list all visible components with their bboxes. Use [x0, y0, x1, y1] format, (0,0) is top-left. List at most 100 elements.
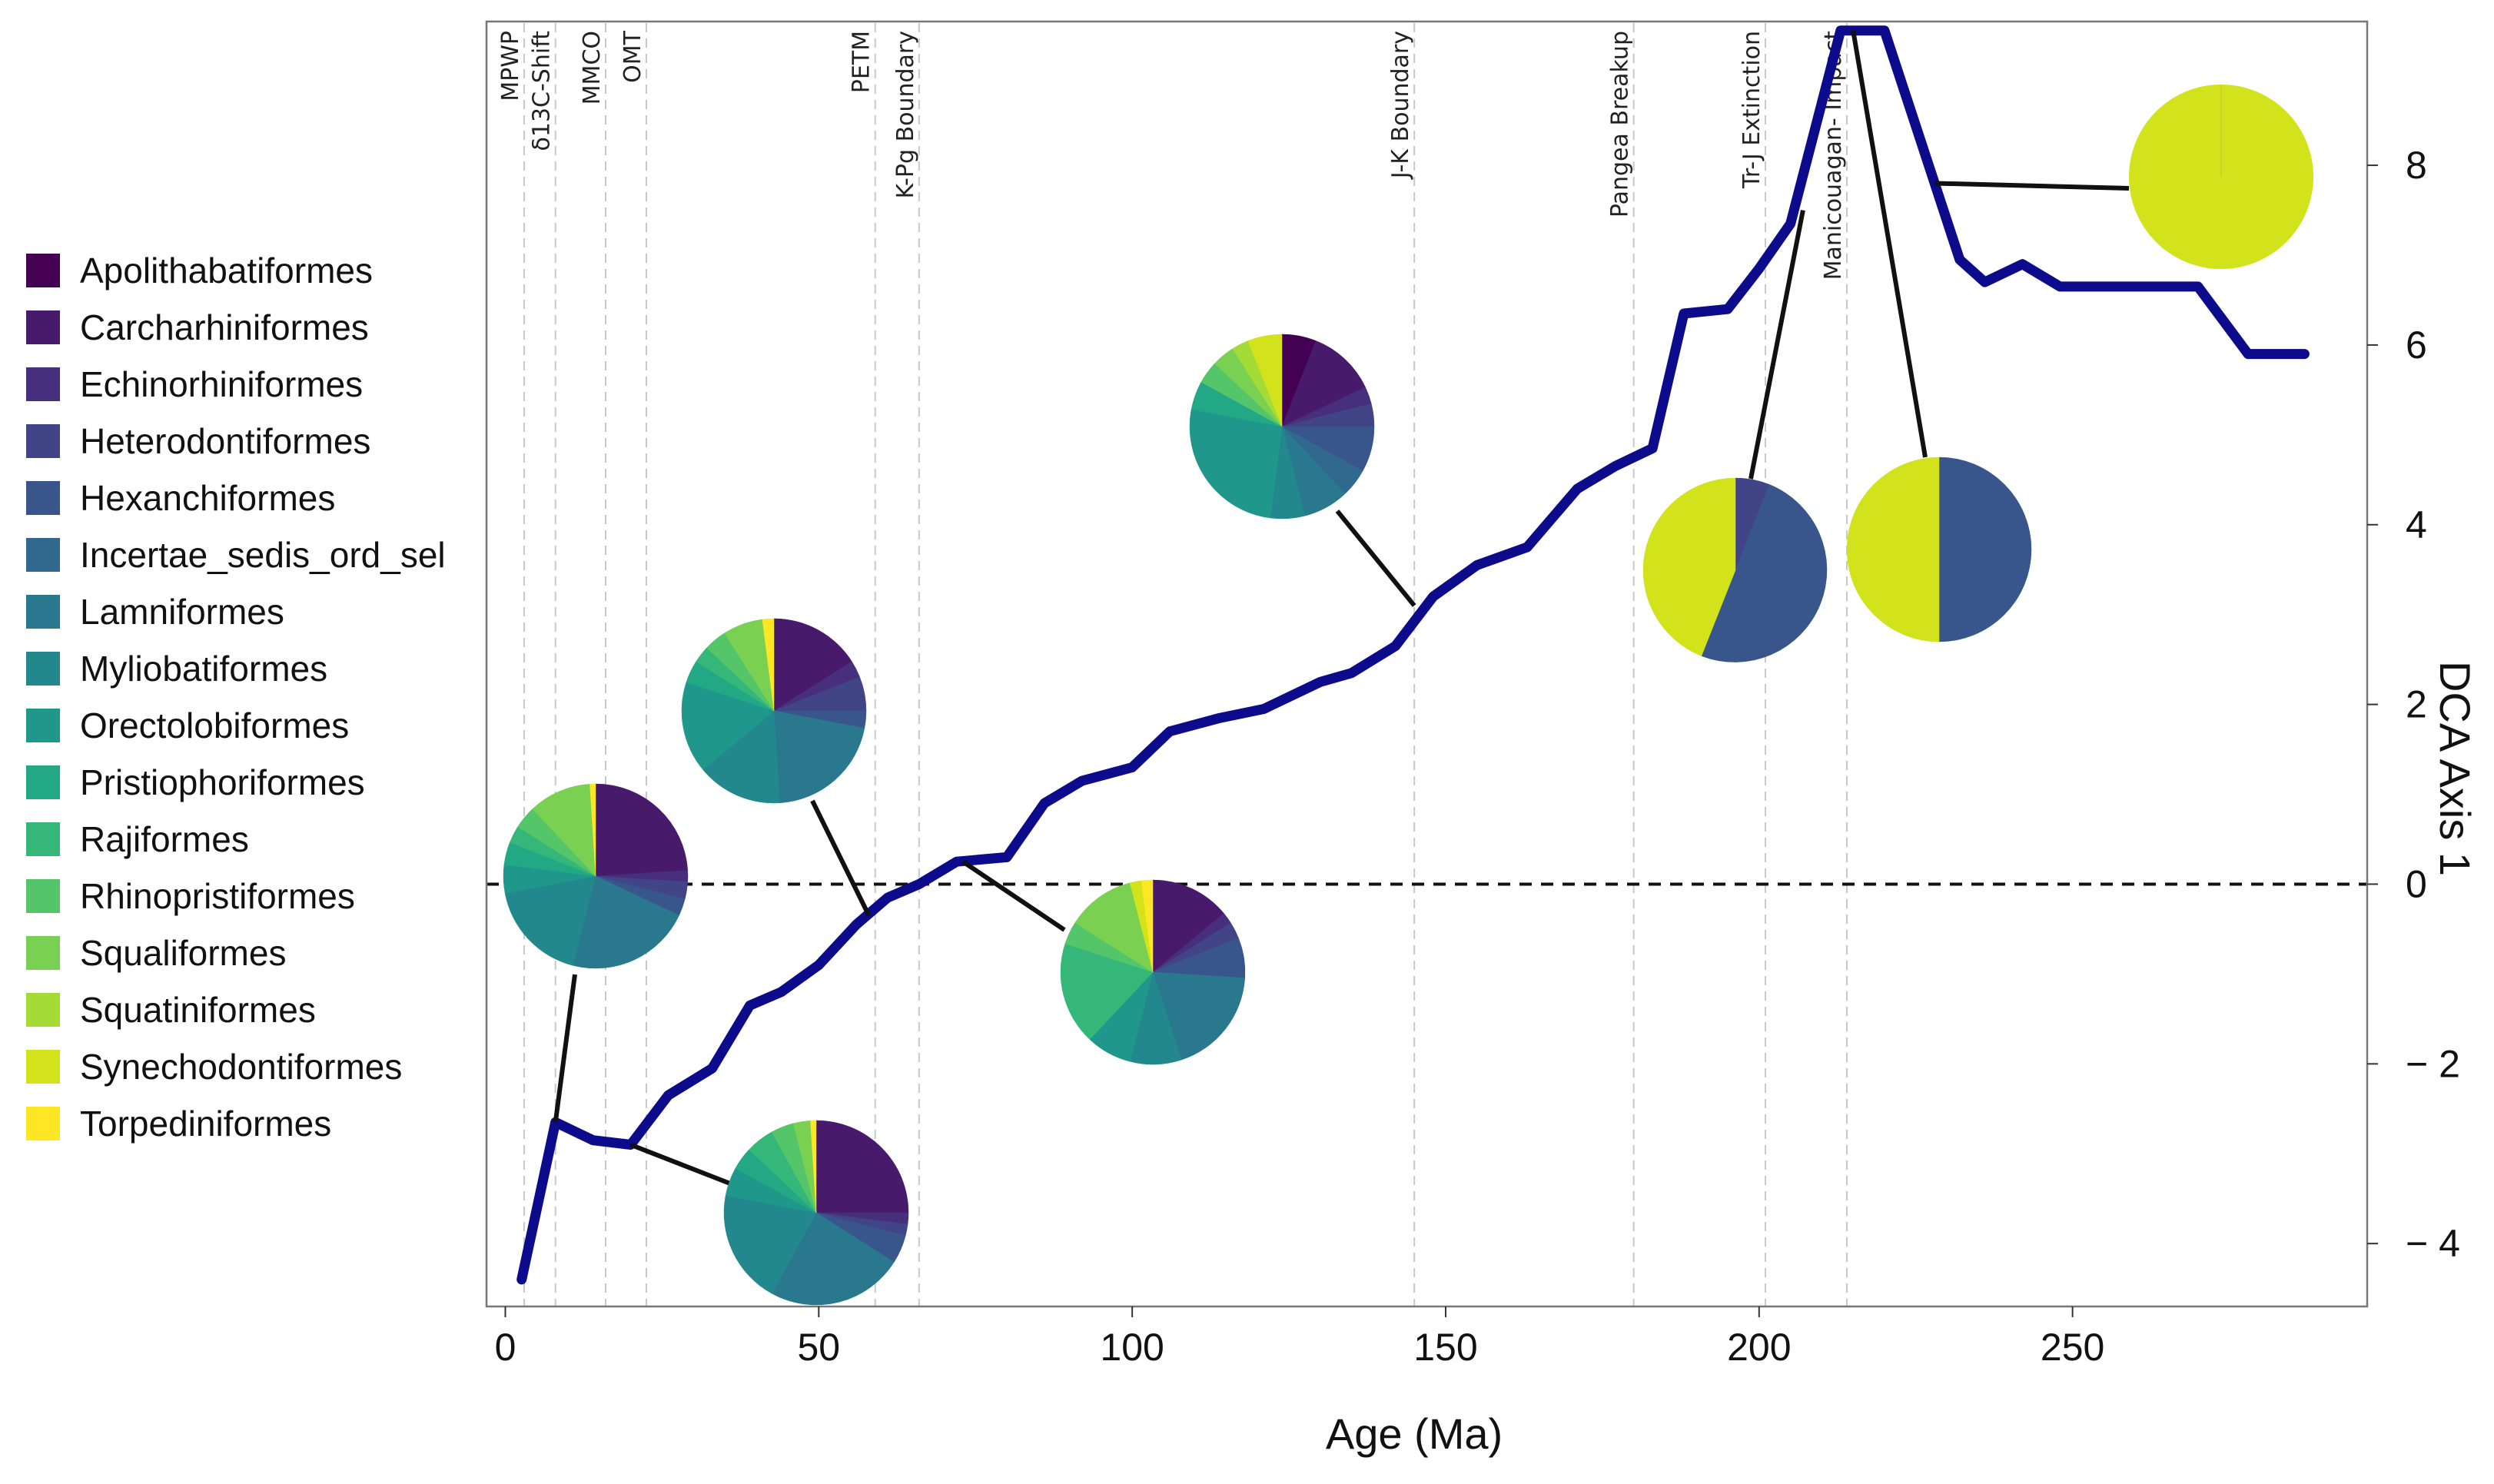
pie-charts	[503, 85, 2313, 1306]
legend-label: Rajiformes	[80, 819, 249, 859]
pie-leader-line	[553, 974, 577, 1123]
pie-slice	[1189, 409, 1283, 519]
pie-slice	[773, 618, 852, 712]
series-line-dca-axis-1	[516, 25, 2310, 1285]
pie-slice	[1152, 879, 1224, 973]
legend-swatch	[26, 254, 60, 287]
legend-label: Lamniformes	[80, 592, 284, 632]
y-tick-label: 4	[2406, 503, 2427, 546]
y-tick-label: 0	[2406, 862, 2427, 905]
legend-swatch	[26, 879, 60, 913]
legend-swatch	[26, 367, 60, 401]
legend-label: Apolithabatiformes	[80, 251, 373, 290]
legend-swatch	[26, 481, 60, 515]
legend-label: Carcharhiniformes	[80, 307, 369, 347]
pie-slice	[1141, 879, 1154, 973]
legend-label: Orectolobiformes	[80, 705, 349, 745]
pie-slice	[702, 710, 780, 804]
legend-swatch	[26, 1050, 60, 1084]
legend-label: Rhinopristiformes	[80, 876, 355, 916]
x-tick-label: 50	[797, 1326, 840, 1369]
y-tick-label: 2	[2406, 683, 2427, 726]
event-label: K-Pg Boundary	[892, 31, 919, 199]
pie-slice	[589, 783, 596, 877]
pie-5	[1189, 334, 1375, 520]
pie-slice	[504, 875, 596, 966]
x-tick-label: 200	[1727, 1326, 1791, 1369]
legend-swatch	[26, 652, 60, 686]
event-label: OMT	[619, 30, 646, 82]
pie-slice	[595, 783, 689, 877]
legend-swatch	[26, 595, 60, 629]
y-axis-title: DCA Axis 1	[2431, 661, 2479, 876]
legend-swatch	[26, 538, 60, 572]
legend-label: Myliobatiformes	[80, 649, 327, 689]
event-label: J-K Boundary	[1387, 31, 1414, 180]
event-label: Tr-J Extinction	[1738, 31, 1765, 189]
x-tick-label: 0	[495, 1326, 516, 1369]
x-tick-label: 150	[1413, 1326, 1477, 1369]
pie-7	[1846, 456, 2032, 642]
pie-leader-line	[810, 799, 872, 917]
event-label: PETM	[848, 31, 875, 93]
pie-slice	[1938, 456, 2032, 642]
legend-swatch	[26, 310, 60, 344]
legend: Apolithabatiformes Carcharhiniformes Echin…	[26, 251, 446, 1144]
legend-label: Squatiniformes	[80, 990, 316, 1030]
event-label: MPWP	[497, 31, 524, 101]
pie-slice	[1701, 484, 1828, 662]
pie-8	[2129, 85, 2313, 269]
legend-swatch	[26, 1107, 60, 1140]
pie-slice	[723, 1195, 817, 1294]
y-tick-label: 8	[2406, 144, 2427, 187]
pie-slice	[572, 875, 679, 969]
legend-label: Pristiophoriformes	[80, 762, 365, 802]
pie-4	[1060, 879, 1246, 1065]
pie-slice	[771, 1212, 895, 1306]
pie-leader-line	[1851, 30, 1928, 458]
pie-slice	[1060, 943, 1154, 1040]
plot-frame	[485, 20, 2369, 1308]
x-tick-label: 100	[1100, 1326, 1164, 1369]
pie-leader-line	[1335, 510, 1416, 607]
legend-swatch	[26, 765, 60, 799]
legend-swatch	[26, 993, 60, 1027]
pie-2	[723, 1120, 909, 1306]
x-axis-ticks: 0 50 100 150 200 250	[495, 1306, 2104, 1369]
legend-label: Hexanchiformes	[80, 478, 335, 518]
pie-leader-lines	[553, 30, 2130, 1187]
pie-slice	[1152, 971, 1246, 1061]
y-tick-label: 6	[2406, 324, 2427, 367]
x-tick-label: 250	[2041, 1326, 2104, 1369]
pie-leader-line	[961, 859, 1066, 932]
pie-slice	[1281, 340, 1366, 427]
y-tick-label: − 2	[2406, 1042, 2460, 1085]
pie-leader-line	[629, 1142, 736, 1187]
pie-slice	[1247, 334, 1283, 427]
event-lines: MPWP δ13C-Shift MMCO OMT PETM K-Pg Boundary J-…	[497, 23, 1848, 1306]
pie-1	[503, 783, 689, 969]
y-axis-ticks: − 4 − 2 0 2 4 6 8	[2367, 144, 2460, 1265]
pie-slice	[532, 783, 596, 877]
legend-swatch	[26, 424, 60, 458]
pie-6	[1642, 477, 1828, 662]
y-tick-label: − 4	[2406, 1222, 2460, 1265]
legend-label: Synechodontiformes	[80, 1047, 402, 1087]
legend-label: Torpediniformes	[80, 1104, 331, 1144]
pie-3	[681, 618, 867, 804]
legend-label: Heterodontiformes	[80, 421, 370, 461]
legend-swatch	[26, 822, 60, 856]
legend-label: Echinorhiniformes	[80, 364, 363, 404]
pie-leader-line	[1748, 209, 1805, 480]
pie-slice	[1642, 477, 1736, 656]
legend-label: Incertae_sedis_ord_sel	[80, 535, 446, 575]
event-label: MMCO	[579, 31, 606, 105]
event-label: δ13C-Shift	[529, 31, 556, 151]
pie-slice	[762, 618, 775, 712]
legend-swatch	[26, 936, 60, 970]
pie-slice	[815, 1120, 909, 1213]
pie-leader-line	[1934, 181, 2130, 191]
pie-slice	[773, 710, 865, 804]
pie-slice	[810, 1120, 817, 1213]
